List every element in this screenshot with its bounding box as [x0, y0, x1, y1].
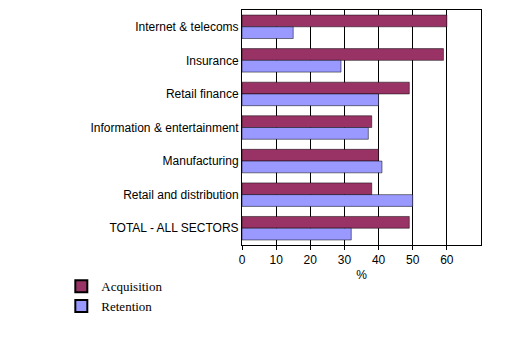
svg-text:%: %: [356, 268, 367, 282]
svg-text:Manufacturing: Manufacturing: [163, 154, 239, 168]
svg-text:40: 40: [372, 253, 386, 267]
svg-text:30: 30: [338, 253, 352, 267]
svg-text:50: 50: [406, 253, 420, 267]
svg-text:Acquisition: Acquisition: [101, 279, 162, 294]
svg-text:Retail finance: Retail finance: [166, 87, 239, 101]
svg-text:Retail and distribution: Retail and distribution: [123, 188, 238, 202]
svg-text:20: 20: [304, 253, 318, 267]
svg-text:Internet & telecoms: Internet & telecoms: [135, 20, 238, 34]
svg-text:Insurance: Insurance: [186, 54, 239, 68]
svg-text:TOTAL - ALL SECTORS: TOTAL - ALL SECTORS: [109, 221, 238, 235]
svg-text:Information & entertainment: Information & entertainment: [91, 121, 240, 135]
svg-text:10: 10: [269, 253, 283, 267]
svg-text:Retention: Retention: [101, 299, 152, 314]
svg-text:0: 0: [239, 253, 246, 267]
svg-text:60: 60: [440, 253, 454, 267]
